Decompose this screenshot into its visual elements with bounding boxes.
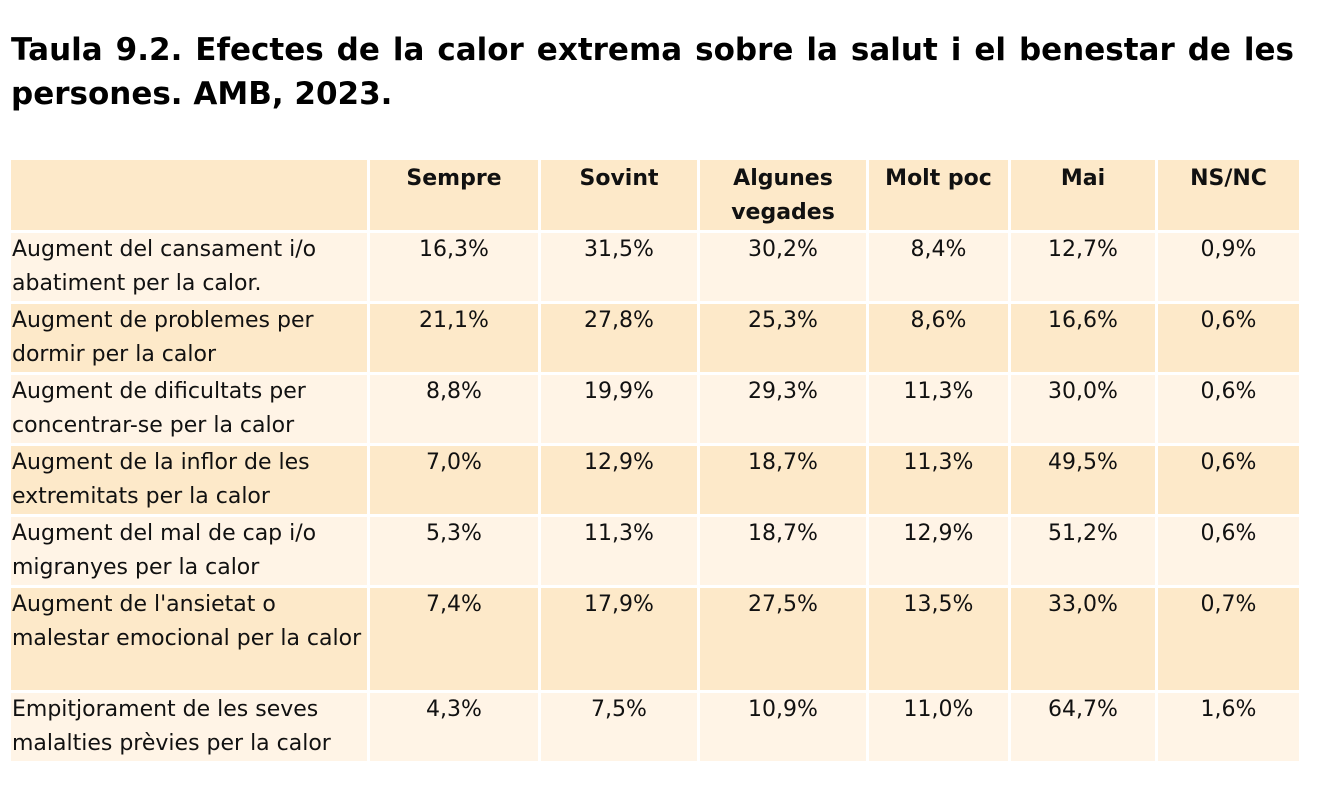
- cell-molt-poc: 12,9%: [869, 517, 1008, 585]
- cell-ns-nc: 0,7%: [1158, 588, 1299, 690]
- cell-sovint: 19,9%: [541, 375, 697, 443]
- cell-mai: 16,6%: [1011, 304, 1155, 372]
- header-cell-algunes-vegades: Algunes vegades: [700, 160, 866, 230]
- row-label: Augment del cansament i/o abatiment per …: [11, 233, 367, 301]
- row-label: Augment de la inflor de les extremitats …: [11, 446, 367, 514]
- cell-sempre: 8,8%: [370, 375, 538, 443]
- data-table: Sempre Sovint Algunes vegades Molt poc M…: [8, 157, 1302, 764]
- cell-ns-nc: 0,6%: [1158, 517, 1299, 585]
- header-cell-molt-poc: Molt poc: [869, 160, 1008, 230]
- cell-molt-poc: 8,4%: [869, 233, 1008, 301]
- cell-mai: 51,2%: [1011, 517, 1155, 585]
- table-row: Empitjorament de les seves malalties prè…: [11, 693, 1299, 761]
- cell-algunes-vegades: 25,3%: [700, 304, 866, 372]
- table-row: Augment de la inflor de les extremitats …: [11, 446, 1299, 514]
- row-label: Empitjorament de les seves malalties prè…: [11, 693, 367, 761]
- cell-ns-nc: 0,9%: [1158, 233, 1299, 301]
- cell-mai: 64,7%: [1011, 693, 1155, 761]
- header-cell-sovint: Sovint: [541, 160, 697, 230]
- cell-ns-nc: 0,6%: [1158, 375, 1299, 443]
- row-label: Augment de problemes per dormir per la c…: [11, 304, 367, 372]
- cell-sovint: 31,5%: [541, 233, 697, 301]
- row-label: Augment del mal de cap i/o migranyes per…: [11, 517, 367, 585]
- table-row: Augment de l'ansietat o malestar emocion…: [11, 588, 1299, 690]
- cell-algunes-vegades: 18,7%: [700, 517, 866, 585]
- table-title: Taula 9.2. Efectes de la calor extrema s…: [11, 28, 1294, 116]
- cell-mai: 49,5%: [1011, 446, 1155, 514]
- cell-sovint: 12,9%: [541, 446, 697, 514]
- cell-sempre: 7,0%: [370, 446, 538, 514]
- cell-sempre: 4,3%: [370, 693, 538, 761]
- cell-mai: 30,0%: [1011, 375, 1155, 443]
- header-cell-sempre: Sempre: [370, 160, 538, 230]
- cell-molt-poc: 11,3%: [869, 375, 1008, 443]
- cell-molt-poc: 13,5%: [869, 588, 1008, 690]
- row-label: Augment de dificultats per concentrar-se…: [11, 375, 367, 443]
- cell-algunes-vegades: 29,3%: [700, 375, 866, 443]
- cell-sempre: 5,3%: [370, 517, 538, 585]
- cell-sovint: 17,9%: [541, 588, 697, 690]
- cell-sovint: 7,5%: [541, 693, 697, 761]
- header-cell-mai: Mai: [1011, 160, 1155, 230]
- cell-molt-poc: 8,6%: [869, 304, 1008, 372]
- header-row: Sempre Sovint Algunes vegades Molt poc M…: [11, 160, 1299, 230]
- cell-sempre: 16,3%: [370, 233, 538, 301]
- cell-molt-poc: 11,3%: [869, 446, 1008, 514]
- cell-sempre: 7,4%: [370, 588, 538, 690]
- table-row: Augment de dificultats per concentrar-se…: [11, 375, 1299, 443]
- row-label: Augment de l'ansietat o malestar emocion…: [11, 588, 367, 690]
- cell-algunes-vegades: 10,9%: [700, 693, 866, 761]
- cell-sovint: 11,3%: [541, 517, 697, 585]
- table-row: Augment del mal de cap i/o migranyes per…: [11, 517, 1299, 585]
- cell-sempre: 21,1%: [370, 304, 538, 372]
- header-cell-empty: [11, 160, 367, 230]
- cell-ns-nc: 0,6%: [1158, 446, 1299, 514]
- cell-algunes-vegades: 30,2%: [700, 233, 866, 301]
- cell-molt-poc: 11,0%: [869, 693, 1008, 761]
- cell-algunes-vegades: 18,7%: [700, 446, 866, 514]
- cell-sovint: 27,8%: [541, 304, 697, 372]
- table-row: Augment del cansament i/o abatiment per …: [11, 233, 1299, 301]
- cell-ns-nc: 0,6%: [1158, 304, 1299, 372]
- table-row: Augment de problemes per dormir per la c…: [11, 304, 1299, 372]
- header-cell-ns-nc: NS/NC: [1158, 160, 1299, 230]
- cell-ns-nc: 1,6%: [1158, 693, 1299, 761]
- cell-algunes-vegades: 27,5%: [700, 588, 866, 690]
- cell-mai: 33,0%: [1011, 588, 1155, 690]
- cell-mai: 12,7%: [1011, 233, 1155, 301]
